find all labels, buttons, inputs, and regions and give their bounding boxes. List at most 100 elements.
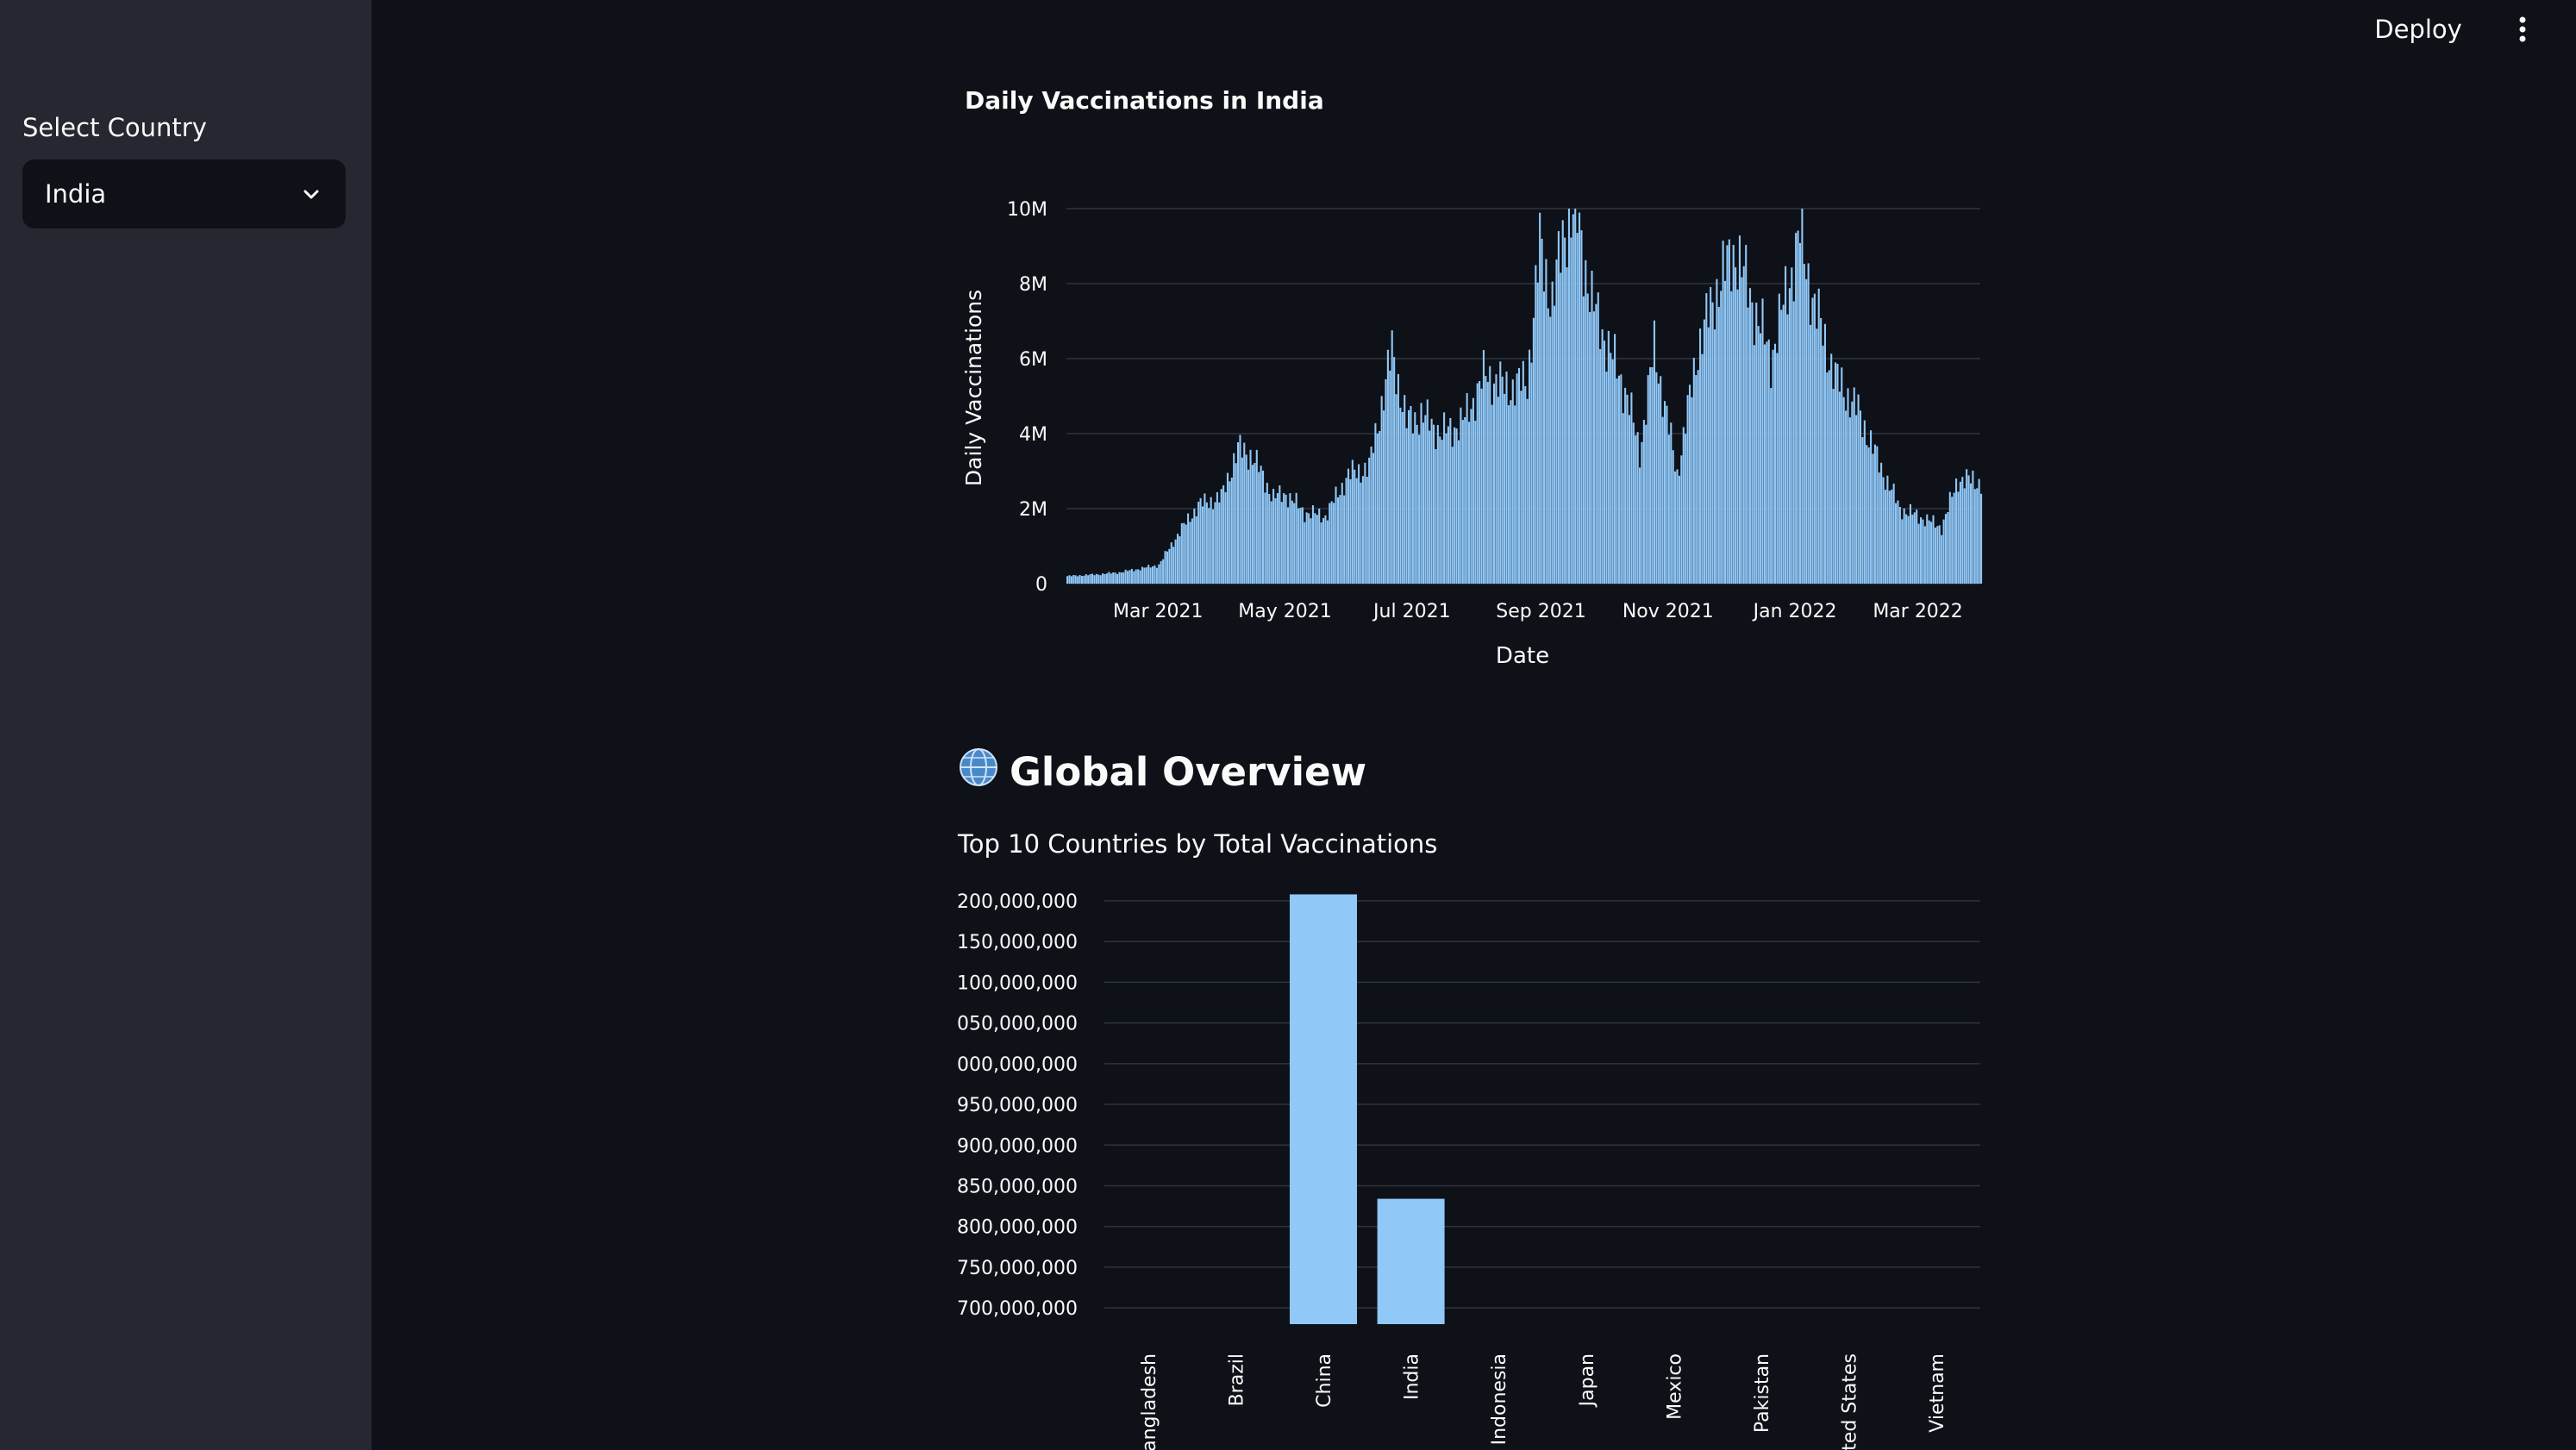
daily-bar xyxy=(1532,317,1535,584)
daily-bar xyxy=(1492,383,1496,584)
daily-bar xyxy=(1195,516,1197,584)
daily-bar xyxy=(1299,507,1302,584)
daily-bar xyxy=(1688,384,1691,584)
daily-bar xyxy=(1193,508,1196,584)
daily-bar xyxy=(1351,459,1354,584)
daily-bar xyxy=(1355,478,1358,584)
daily-bar xyxy=(1888,491,1891,584)
daily-bar xyxy=(1304,522,1306,584)
daily-bar xyxy=(1110,573,1112,584)
daily-bar xyxy=(1832,389,1835,584)
x-tick-label: Sep 2021 xyxy=(1496,601,1585,622)
daily-bar xyxy=(1657,383,1660,584)
daily-bar xyxy=(1216,491,1218,584)
daily-bar xyxy=(1316,515,1318,584)
daily-bar xyxy=(1763,344,1766,584)
main-menu-icon[interactable] xyxy=(2505,12,2540,47)
daily-bar xyxy=(1710,286,1712,584)
daily-bar xyxy=(1642,420,1645,584)
daily-bar xyxy=(1838,391,1841,584)
daily-chart-title: Daily Vaccinations in India xyxy=(965,86,1324,115)
daily-bar xyxy=(1895,503,1898,584)
daily-bar xyxy=(1882,477,1885,584)
daily-bar xyxy=(1145,567,1147,584)
daily-bar xyxy=(1674,471,1677,584)
y-tick-label: 8M xyxy=(1019,274,1047,296)
daily-bar xyxy=(1651,366,1654,584)
daily-bar xyxy=(1422,422,1424,584)
daily-bar xyxy=(1079,575,1081,584)
daily-bar xyxy=(1851,401,1854,584)
daily-bar xyxy=(1766,341,1768,584)
daily-bar xyxy=(1953,492,1955,584)
daily-bar xyxy=(1168,548,1171,584)
daily-bar xyxy=(1961,477,1964,584)
daily-bar xyxy=(1944,514,1948,584)
daily-bar xyxy=(1748,288,1752,584)
daily-bar xyxy=(1820,317,1823,584)
daily-bar xyxy=(1291,500,1293,584)
daily-bar xyxy=(1174,539,1177,584)
daily-bar xyxy=(1760,333,1762,584)
daily-bar xyxy=(1229,481,1231,584)
daily-bar xyxy=(1511,379,1514,584)
daily-bar xyxy=(1429,430,1431,584)
x-tick-label: India xyxy=(1402,1353,1423,1400)
daily-bar xyxy=(1097,574,1100,584)
daily-bar xyxy=(1122,572,1125,584)
daily-bar xyxy=(1241,457,1243,584)
daily-bar xyxy=(1697,370,1699,584)
daily-bar xyxy=(1826,372,1829,584)
daily-bar xyxy=(1197,502,1200,584)
daily-bar xyxy=(1183,522,1185,584)
daily-bar xyxy=(1957,491,1960,584)
y-tick-label: 0 xyxy=(1035,574,1047,596)
daily-bar xyxy=(1736,289,1739,584)
daily-bar xyxy=(1329,503,1331,584)
daily-bar xyxy=(1791,267,1793,584)
daily-bar xyxy=(1187,513,1190,584)
daily-bar xyxy=(1828,370,1830,584)
daily-bar xyxy=(1707,327,1710,584)
daily-bar xyxy=(1898,507,1901,584)
daily-bar xyxy=(1089,574,1091,584)
daily-bar xyxy=(1361,476,1364,584)
daily-bar xyxy=(1286,507,1290,584)
daily-bar xyxy=(1751,302,1754,584)
daily-bar xyxy=(1767,339,1770,584)
daily-bar xyxy=(1713,329,1716,584)
daily-bar xyxy=(1966,469,1968,584)
daily-bar xyxy=(1666,405,1668,584)
daily-bar xyxy=(1670,422,1673,584)
daily-bar xyxy=(1510,400,1512,584)
daily-bar xyxy=(1963,488,1966,584)
daily-bar xyxy=(1841,367,1843,584)
daily-bar xyxy=(1747,307,1749,584)
daily-bar xyxy=(1141,566,1144,584)
daily-bar xyxy=(1798,242,1802,584)
daily-bar xyxy=(1418,434,1421,584)
daily-bar xyxy=(1551,281,1554,584)
daily-bar xyxy=(1692,358,1695,584)
daily-bar xyxy=(1401,411,1404,584)
country-select[interactable]: India xyxy=(22,159,346,228)
daily-bar xyxy=(1842,397,1845,584)
daily-bar xyxy=(1610,353,1612,584)
x-tick-label: Vietnam xyxy=(1927,1353,1948,1433)
deploy-button[interactable]: Deploy xyxy=(2374,15,2462,44)
daily-bar xyxy=(1430,418,1433,584)
daily-bar xyxy=(1143,567,1146,584)
daily-bar xyxy=(1624,387,1627,584)
daily-bar xyxy=(1607,330,1610,584)
daily-bar xyxy=(1703,319,1705,584)
daily-bar xyxy=(1524,385,1527,584)
daily-bar xyxy=(1866,445,1868,584)
daily-bar xyxy=(1389,370,1391,584)
daily-bar xyxy=(1297,508,1300,584)
daily-bar xyxy=(1410,405,1412,584)
daily-bar xyxy=(1685,434,1687,584)
daily-bar xyxy=(1863,420,1866,584)
daily-bar xyxy=(1457,440,1460,584)
daily-bar xyxy=(1374,422,1377,584)
daily-bar xyxy=(1680,455,1683,584)
